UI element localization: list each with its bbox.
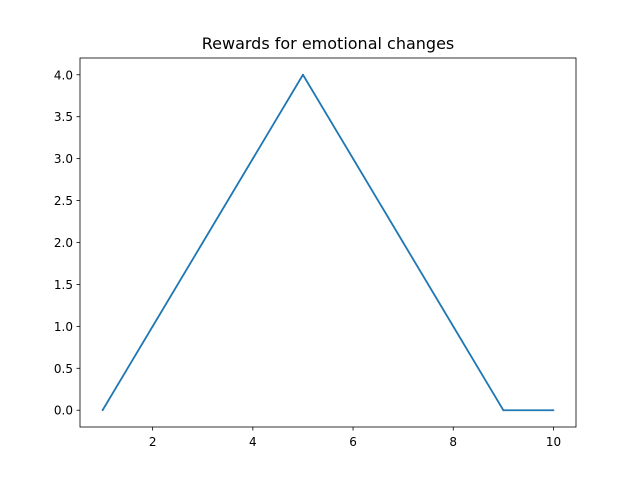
data-point	[452, 325, 455, 328]
y-tick-label: 1.0	[54, 320, 73, 334]
x-tick-label: 8	[449, 435, 457, 449]
y-tick-label: 4.0	[54, 68, 73, 82]
data-point	[151, 325, 154, 328]
y-axis: 0.0 0.5 1.0 1.5 2.0 2.5 3.0 3.5 4.0	[54, 68, 80, 418]
y-tick-label: 0.0	[54, 404, 73, 418]
y-tick-label: 3.0	[54, 152, 73, 166]
x-tick-label: 4	[249, 435, 257, 449]
y-tick-label: 3.5	[54, 110, 73, 124]
series-line	[101, 73, 554, 412]
data-point	[302, 73, 304, 76]
data-point	[352, 157, 354, 160]
y-tick-label: 2.5	[54, 194, 73, 208]
y-tick-label: 1.5	[54, 278, 73, 292]
y-tick-label: 0.5	[54, 362, 73, 376]
data-point	[101, 409, 104, 412]
y-tick-label: 2.0	[54, 236, 73, 250]
data-point	[251, 157, 254, 160]
x-tick-label: 2	[149, 435, 157, 449]
data-point	[201, 241, 204, 244]
data-point	[552, 409, 555, 412]
x-axis: 2 4 6 8 10	[149, 427, 561, 449]
plot-area: 2 4 6 8 10 0.0 0.5 1.0 1.5 2.0 2.5 3.0 3.5 4.0	[54, 57, 577, 449]
x-tick-label: 10	[546, 435, 561, 449]
data-point	[402, 241, 405, 244]
series-layer	[101, 73, 555, 412]
data-point	[502, 409, 505, 412]
chart-title: Rewards for emotional changes	[202, 34, 455, 53]
x-tick-label: 6	[349, 435, 357, 449]
